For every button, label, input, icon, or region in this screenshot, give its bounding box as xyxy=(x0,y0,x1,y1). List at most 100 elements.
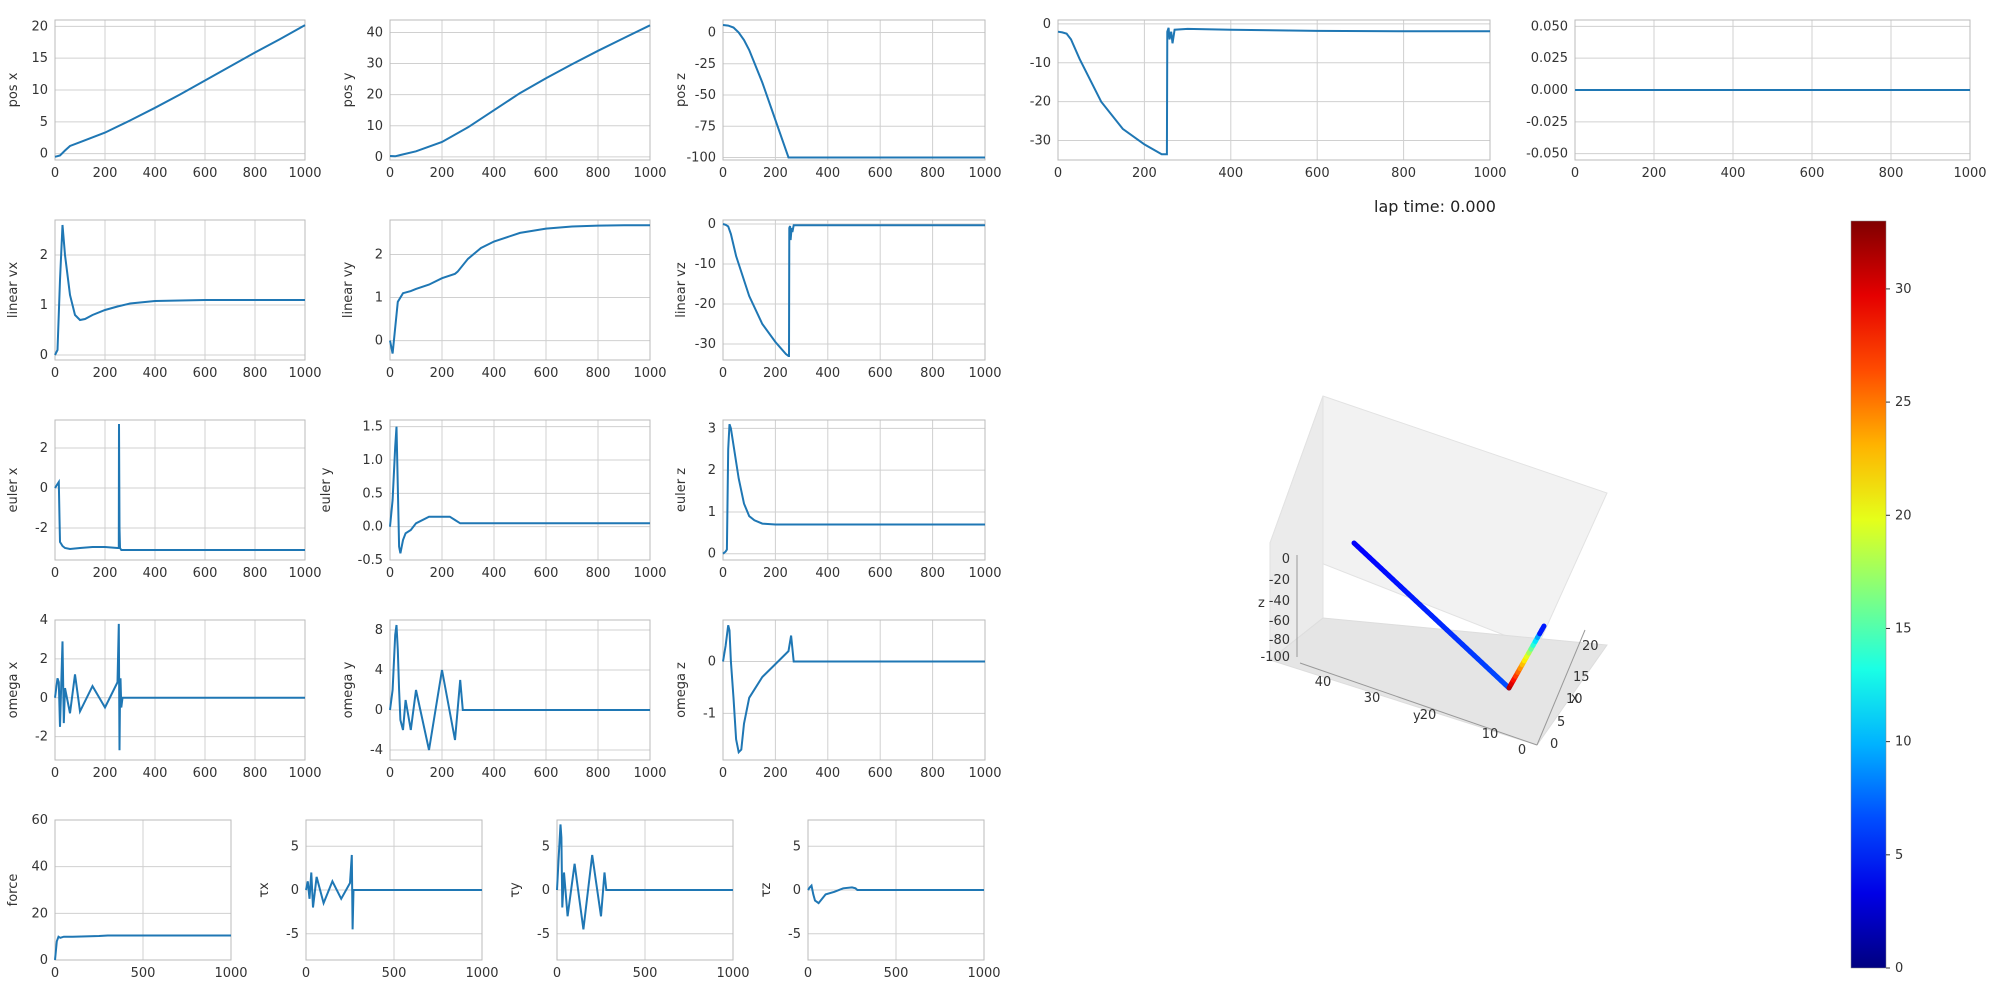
series-line xyxy=(54,24,306,158)
y-axis-label: τz xyxy=(759,883,774,898)
y-tick-label: -5 xyxy=(286,927,299,942)
x-tick-label: 1000 xyxy=(716,966,749,981)
y-tick-label: 20 xyxy=(31,906,48,921)
lap-time-readout: lap time: 0.000 xyxy=(1374,197,1496,216)
x-tick-label-3d: 10 xyxy=(1566,692,1583,707)
y-axis-label: euler y xyxy=(319,467,334,512)
series-line xyxy=(54,623,305,751)
y-tick-label-3d: 40 xyxy=(1315,675,1332,690)
y-tick-label: 1 xyxy=(40,298,48,313)
series-line xyxy=(54,934,231,961)
x-tick-label: 1000 xyxy=(214,966,247,981)
x-tick-label: 0 xyxy=(51,566,59,581)
y-tick-label: 10 xyxy=(31,83,48,98)
x-tick-label: 0 xyxy=(1054,166,1062,181)
y-tick-label: 2 xyxy=(40,441,48,456)
series-line xyxy=(556,824,733,930)
y-axis-label: τx xyxy=(257,882,272,898)
y-tick-label: 0 xyxy=(708,26,716,41)
x-tick-label: 0 xyxy=(719,366,727,381)
z-axis-label: z xyxy=(1258,596,1265,611)
x-tick-label: 600 xyxy=(534,566,559,581)
series-line xyxy=(722,624,985,755)
x-tick-label: 400 xyxy=(1721,166,1746,181)
x-tick-label: 600 xyxy=(193,566,218,581)
x-axis-label-3d: x xyxy=(1571,691,1579,706)
y-tick-label: 1.5 xyxy=(362,420,383,435)
y-tick-label: -50 xyxy=(695,88,716,103)
x-tick-label: 800 xyxy=(243,366,268,381)
y-tick-label: -20 xyxy=(695,297,716,312)
x-tick-label: 600 xyxy=(868,166,893,181)
x-tick-label: 600 xyxy=(868,366,893,381)
lap-time-value: 0.000 xyxy=(1450,197,1496,216)
z-tick-label: -40 xyxy=(1269,594,1290,609)
x-tick-label: 600 xyxy=(534,766,559,781)
x-tick-label: 0 xyxy=(719,766,727,781)
x-tick-label: 200 xyxy=(430,766,455,781)
subplot-6: 0 200 400 600 800 1000 0 1 2 linear vx xyxy=(6,219,322,381)
subplot-1: 0 200 400 600 800 1000 0 5 10 15 20 pos x xyxy=(6,19,322,181)
y-tick-label: -2 xyxy=(35,730,48,745)
y-axis-line xyxy=(1299,662,1538,746)
subplot-14: 0 200 400 600 800 1000 -1 0 omega z xyxy=(674,619,1002,781)
x-tick-label: 1000 xyxy=(968,566,1001,581)
axes-frame xyxy=(389,19,651,161)
y-tick-label: 30 xyxy=(366,57,383,72)
x-tick-label: 200 xyxy=(430,366,455,381)
axes-frame xyxy=(54,619,306,761)
subplot-2: 0 200 400 600 800 1000 0 10 20 30 40 pos y xyxy=(341,19,667,181)
colorbar-tick-label: 15 xyxy=(1895,621,1912,636)
x-tick-label: 400 xyxy=(482,166,507,181)
axes-frame xyxy=(389,219,651,361)
x-tick-label: 1000 xyxy=(288,366,321,381)
x-tick-label: 600 xyxy=(193,166,218,181)
x-tick-label-3d: 15 xyxy=(1573,670,1590,685)
y-tick-label: 0 xyxy=(542,883,550,898)
y-tick-label-3d: 0 xyxy=(1518,743,1526,758)
y-tick-label: -1 xyxy=(703,706,716,721)
x-tick-label-3d: 20 xyxy=(1582,639,1599,654)
x-tick-label: 0 xyxy=(51,766,59,781)
subplot-11: 0 200 400 600 800 1000 0 1 2 3 euler z xyxy=(674,419,1002,581)
axes-frame xyxy=(722,619,986,761)
axes-frame xyxy=(722,219,986,361)
y-tick-label: 40 xyxy=(31,860,48,875)
x-tick-label: 800 xyxy=(920,166,945,181)
y-tick-label: -0.050 xyxy=(1526,147,1568,162)
axes-frame xyxy=(1057,19,1491,161)
x-tick-label: 500 xyxy=(382,966,407,981)
y-tick-label: 0.5 xyxy=(362,486,383,501)
z-tick-label: -60 xyxy=(1269,614,1290,629)
x-tick-label: 800 xyxy=(920,366,945,381)
colorbar-tick-label: 5 xyxy=(1895,848,1903,863)
y-axis-label-3d: y xyxy=(1413,709,1421,724)
y-tick-label: 0 xyxy=(375,703,383,718)
y-tick-label: 1 xyxy=(375,291,383,306)
y-tick-label: 20 xyxy=(366,88,383,103)
x-tick-label: 1000 xyxy=(288,566,321,581)
x-tick-label: 200 xyxy=(1642,166,1667,181)
y-axis-label: euler z xyxy=(674,468,689,512)
y-tick-label: 60 xyxy=(31,813,48,828)
subplot-18: 0 500 1000 -5 0 5 τz xyxy=(759,819,1001,981)
y-tick-label: 0 xyxy=(375,150,383,165)
x-tick-label: 600 xyxy=(868,566,893,581)
y-tick-label: 0.000 xyxy=(1531,83,1568,98)
y-tick-label: -5 xyxy=(537,927,550,942)
y-tick-label: -5 xyxy=(788,927,801,942)
y-axis-label: omega x xyxy=(6,661,21,718)
z-tick-label: -100 xyxy=(1260,650,1290,665)
x-tick-label: 200 xyxy=(763,366,788,381)
colorbar-tick-label: 20 xyxy=(1895,508,1912,523)
x-tick-label: 200 xyxy=(93,566,118,581)
x-tick-label: 600 xyxy=(534,166,559,181)
y-tick-label: -10 xyxy=(695,257,716,272)
subplot-8: 0 200 400 600 800 1000 0 -10 -20 -30 linear vz xyxy=(674,217,1002,381)
y-tick-label: -20 xyxy=(1030,95,1051,110)
y-tick-label: 8 xyxy=(375,623,383,638)
x-tick-label: 1000 xyxy=(465,966,498,981)
x-tick-label: 1000 xyxy=(633,366,666,381)
y-tick-label: 0 xyxy=(708,217,716,232)
